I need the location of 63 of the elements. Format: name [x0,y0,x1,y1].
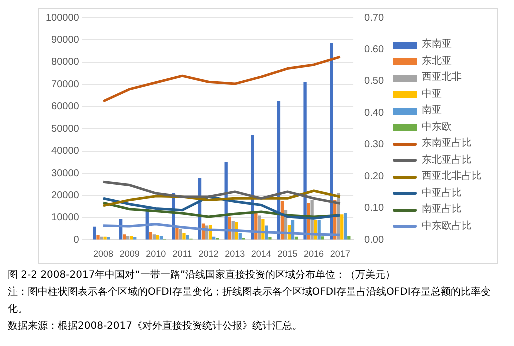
bar [186,235,190,240]
legend-label: 中亚占比 [422,186,462,200]
bar [344,214,348,240]
legend-label: 中东欧占比 [422,220,472,234]
x-tick-label: 2008 [94,249,114,260]
text: 注：图中柱状图表示各个区域的OFDI存量变化；折线图表示各个区域OFDI存量占沿线OFDI存量总额的比率变化。 [8,286,492,317]
bar [160,236,164,240]
legend-label: 中亚 [422,88,442,102]
legend-label: 东北亚占比 [422,154,472,168]
x-tick-label: 2009 [120,249,140,260]
x-tick-label: 2013 [225,249,246,260]
y-tick-label: 70000 [52,79,80,90]
x-tick-label: 2017 [330,249,350,260]
text: 图 2-2 2008-2017年中国对“一带一路”沿线国家直接投资的区域分布单位：（万美元） [8,268,397,283]
x-tick-label: 2014 [251,249,272,260]
y2-tick-label: 0.40 [364,108,384,119]
bar [152,234,156,240]
x-tick-label: 2015 [278,249,298,260]
bar [123,234,126,240]
bar [340,214,344,240]
bar [321,236,324,240]
y2-tick-label: 0.50 [364,76,384,88]
y2-tick-label: 0.70 [364,12,384,24]
x-tick-label: 2011 [172,249,192,260]
legend-label: 中东欧 [422,120,452,134]
y-tick-label: 20000 [52,190,80,202]
x-tick-label: 2016 [304,249,324,260]
y2-tick-label: 0.30 [364,140,384,151]
bar [104,236,107,240]
y-tick-label: 90000 [52,34,80,46]
x-tick-label: 2012 [198,249,219,260]
bar [348,236,351,240]
y-tick-label: 60000 [52,102,80,113]
y-tick-label: 30000 [52,168,80,180]
legend-label: 南亚占比 [422,202,462,217]
legend-label: 东南亚占比 [422,136,472,151]
x-tick-label: 2010 [146,249,166,260]
legend-label: 西亚北非占比 [422,170,482,184]
bar [304,82,307,240]
bar [238,234,242,240]
legend-label: 东南亚 [422,38,452,52]
y2-tick-label: 0.60 [364,44,384,56]
bar [179,229,182,240]
y2-tick-label: 0.20 [364,171,384,182]
y2-tick-label: 0.00 [364,234,384,246]
y-tick-label: 10000 [52,212,80,224]
y-tick-label: 100000 [46,12,80,24]
bar [96,235,100,240]
y-tick-label: 80000 [52,57,80,68]
y-tick-label: 40000 [52,146,80,158]
y-tick-label: 50000 [52,124,80,135]
legend-label: 东北亚 [422,54,452,68]
source-note: 数据来源：根据2008-2017《对外直接投资统计公报》统计汇总。 [8,320,304,334]
bar [93,226,96,240]
bar [149,232,152,240]
bar [100,236,104,240]
bar [126,236,130,240]
bar [182,234,186,240]
legend-label: 南亚 [422,104,442,118]
y2-tick-label: 0.10 [364,203,384,214]
y-tick-label: 0 [74,234,80,246]
bar [176,228,179,240]
legend-label: 西亚北非 [422,70,462,85]
